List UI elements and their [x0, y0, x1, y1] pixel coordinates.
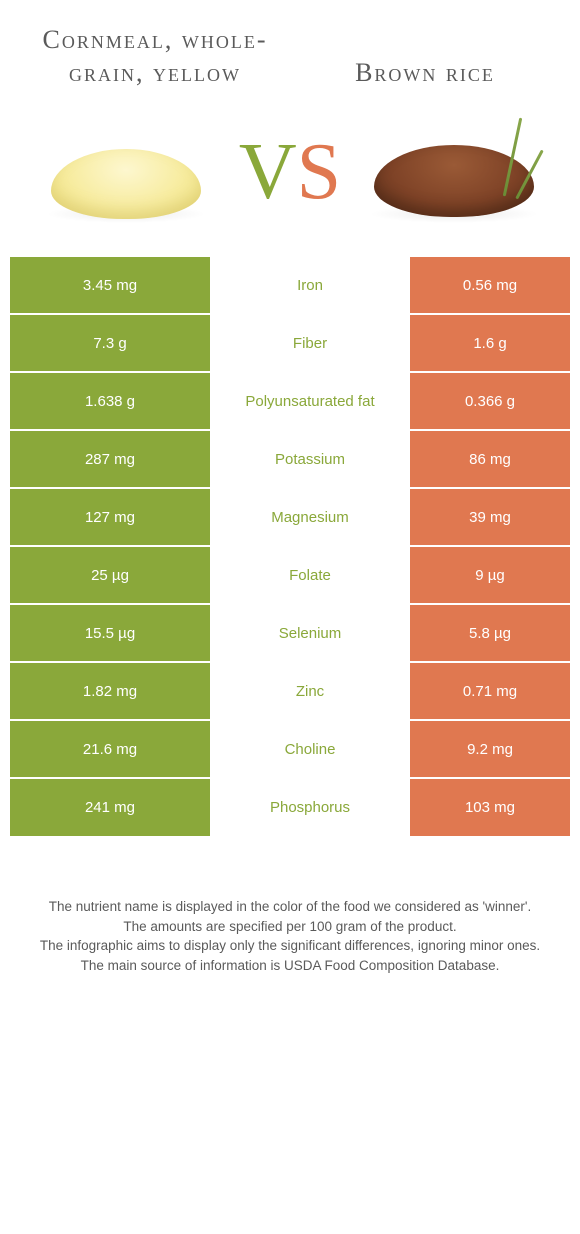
- brown-rice-icon: [369, 117, 539, 227]
- hero-row: VS: [0, 107, 580, 257]
- comparison-table: 3.45 mgIron0.56 mg7.3 gFiber1.6 g1.638 g…: [10, 257, 570, 837]
- left-value: 25 µg: [10, 547, 210, 604]
- left-value: 287 mg: [10, 431, 210, 488]
- title-left: Cornmeal, whole-grain, yellow: [20, 24, 290, 89]
- vs-s: S: [297, 127, 342, 218]
- table-row: 3.45 mgIron0.56 mg: [10, 257, 570, 315]
- right-value: 86 mg: [410, 431, 570, 488]
- left-value: 21.6 mg: [10, 721, 210, 778]
- table-row: 1.82 mgZinc0.71 mg: [10, 663, 570, 721]
- title-row: Cornmeal, whole-grain, yellow Brown rice: [0, 24, 580, 89]
- vs-label: VS: [233, 127, 347, 218]
- title-right: Brown rice: [290, 24, 560, 89]
- nutrient-label: Fiber: [210, 315, 410, 372]
- right-value: 0.56 mg: [410, 257, 570, 314]
- right-value: 1.6 g: [410, 315, 570, 372]
- right-value: 0.71 mg: [410, 663, 570, 720]
- table-row: 127 mgMagnesium39 mg: [10, 489, 570, 547]
- footnotes: The nutrient name is displayed in the co…: [30, 897, 550, 975]
- left-value: 3.45 mg: [10, 257, 210, 314]
- nutrient-label: Selenium: [210, 605, 410, 662]
- hero-right: [347, 117, 560, 227]
- nutrient-label: Folate: [210, 547, 410, 604]
- right-value: 9 µg: [410, 547, 570, 604]
- table-row: 1.638 gPolyunsaturated fat0.366 g: [10, 373, 570, 431]
- footnote-line: The main source of information is USDA F…: [30, 956, 550, 976]
- table-row: 7.3 gFiber1.6 g: [10, 315, 570, 373]
- right-value: 103 mg: [410, 779, 570, 836]
- nutrient-label: Polyunsaturated fat: [210, 373, 410, 430]
- left-value: 7.3 g: [10, 315, 210, 372]
- table-row: 287 mgPotassium86 mg: [10, 431, 570, 489]
- infographic-root: Cornmeal, whole-grain, yellow Brown rice…: [0, 0, 580, 975]
- footnote-line: The infographic aims to display only the…: [30, 936, 550, 956]
- left-value: 241 mg: [10, 779, 210, 836]
- table-row: 15.5 µgSelenium5.8 µg: [10, 605, 570, 663]
- left-value: 1.638 g: [10, 373, 210, 430]
- cornmeal-icon: [46, 117, 206, 227]
- left-value: 15.5 µg: [10, 605, 210, 662]
- table-row: 241 mgPhosphorus103 mg: [10, 779, 570, 837]
- left-value: 1.82 mg: [10, 663, 210, 720]
- nutrient-label: Potassium: [210, 431, 410, 488]
- nutrient-label: Iron: [210, 257, 410, 314]
- hero-left: [20, 117, 233, 227]
- right-value: 0.366 g: [410, 373, 570, 430]
- nutrient-label: Choline: [210, 721, 410, 778]
- table-row: 25 µgFolate9 µg: [10, 547, 570, 605]
- right-value: 39 mg: [410, 489, 570, 546]
- table-row: 21.6 mgCholine9.2 mg: [10, 721, 570, 779]
- nutrient-label: Magnesium: [210, 489, 410, 546]
- nutrient-label: Phosphorus: [210, 779, 410, 836]
- footnote-line: The nutrient name is displayed in the co…: [30, 897, 550, 917]
- nutrient-label: Zinc: [210, 663, 410, 720]
- vs-v: V: [239, 127, 297, 218]
- right-value: 9.2 mg: [410, 721, 570, 778]
- footnote-line: The amounts are specified per 100 gram o…: [30, 917, 550, 937]
- right-value: 5.8 µg: [410, 605, 570, 662]
- left-value: 127 mg: [10, 489, 210, 546]
